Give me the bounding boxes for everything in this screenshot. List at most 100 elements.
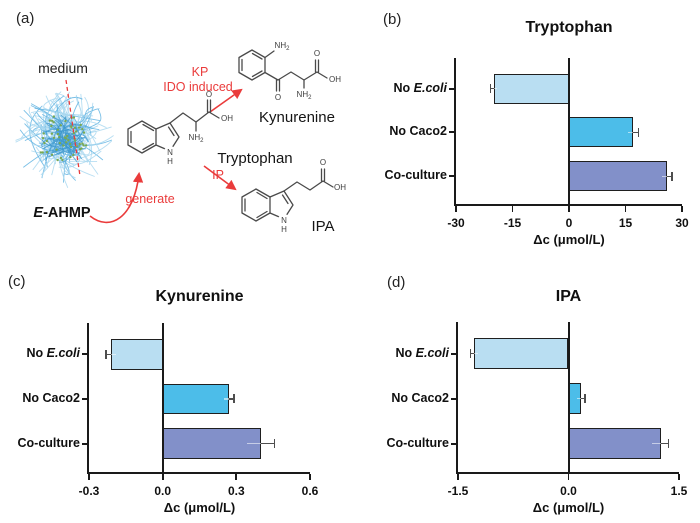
- x-axis-label: Δc (μmol/L): [533, 232, 605, 247]
- ipa-chart: IPA No E.coli No Caco2 Co-culture -1.5 0.0 1.…: [350, 260, 700, 523]
- panel-a-label: (a): [16, 10, 35, 27]
- error-bar: [470, 352, 475, 355]
- category-label: Co-culture: [384, 168, 448, 183]
- x-tick: [455, 206, 457, 212]
- x-tick-label: -1.5: [447, 484, 469, 498]
- x-tick: [567, 474, 570, 480]
- ip-arrow: [203, 165, 237, 191]
- y-tick: [82, 353, 87, 356]
- y-tick: [451, 442, 456, 445]
- error-bar: [660, 442, 669, 445]
- y-tick: [82, 397, 87, 400]
- x-tick-label: 1.5: [670, 484, 688, 498]
- kyn-o2-label: O: [314, 49, 320, 58]
- zero-axis-line: [568, 58, 570, 204]
- category-label: Co-culture: [17, 435, 81, 450]
- x-tick-label: -30: [447, 216, 465, 230]
- kyn-o-label: O: [275, 93, 281, 102]
- error-bar-inner: [224, 398, 229, 400]
- kyn-nh2-top-label: NH2: [275, 41, 291, 52]
- bar-3: [162, 428, 261, 459]
- ipa-plot-area: No E.coli No Caco2 Co-culture -1.5 0.0 1.5: [387, 322, 687, 498]
- medium-pointer-line: [65, 79, 81, 177]
- x-tick-label: -0.3: [78, 484, 100, 498]
- x-tick: [88, 474, 90, 480]
- x-tick-label: 15: [618, 216, 633, 230]
- category-label: No E.coli: [26, 346, 80, 361]
- panel-d-label: (d): [387, 274, 406, 291]
- x-tick-label: 0.0: [560, 484, 577, 498]
- ipa-oh-label: OH: [334, 183, 346, 192]
- tryptophan-chart: Tryptophan No E.coli No Caco2 Co-culture -3…: [350, 0, 700, 260]
- y-tick: [449, 131, 454, 134]
- ipa-name: IPA: [311, 218, 334, 235]
- error-bar-inner: [111, 353, 116, 356]
- error-bar-cap: [583, 394, 586, 403]
- kynurenine-name: Kynurenine: [259, 109, 335, 126]
- error-bar: [581, 397, 585, 400]
- x-tick-label: 0: [565, 216, 573, 230]
- fiber-microsphere-illustration: [15, 91, 114, 188]
- ipa-n-label: N: [281, 216, 287, 225]
- kynurenine-plot-area: No E.coli No Caco2 Co-culture -0.3 0.0 0.3 0.6: [18, 323, 318, 498]
- kynurenine-structure: NH2 O NH2 O OH: [238, 41, 341, 102]
- ipa-structure: N H O OH: [241, 158, 346, 234]
- ipa-h-label: H: [281, 225, 287, 234]
- error-bar-cap: [671, 171, 673, 181]
- generate-label: generate: [125, 192, 174, 206]
- trp-o-label: O: [206, 90, 212, 99]
- y-axis-spine: [456, 322, 458, 474]
- error-bar-inner: [627, 131, 634, 134]
- category-label: Co-culture: [386, 435, 450, 450]
- error-bar-cap: [233, 394, 235, 404]
- category-label: No Caco2: [391, 390, 449, 405]
- tryptophan-plot-area: No E.coli No Caco2 Co-culture -30 -15 0 15 30: [385, 58, 689, 230]
- x-axis-label: Δc (μmol/L): [163, 500, 236, 515]
- y-axis-spine: [454, 58, 456, 206]
- x-axis-label: Δc (μmol/L): [532, 500, 605, 515]
- error-bar: [666, 175, 673, 177]
- tryptophan-name: Tryptophan: [217, 150, 292, 167]
- error-bar: [106, 353, 112, 356]
- y-tick: [449, 175, 454, 178]
- error-bar-inner: [474, 352, 478, 355]
- category-label: No Caco2: [389, 124, 447, 139]
- panel-b: (b) Tryptophan No E.coli No Caco2 Co-cultu…: [350, 0, 700, 260]
- error-bar-cap: [273, 439, 276, 449]
- trp-nh2-label: NH2: [189, 133, 205, 144]
- bar-1: [111, 339, 163, 370]
- generate-arrow: [89, 171, 144, 224]
- x-tick: [624, 206, 627, 212]
- error-bar-cap: [489, 84, 492, 94]
- panel-a: (a): [0, 0, 350, 260]
- x-tick: [457, 474, 459, 480]
- panel-c-label: (c): [8, 273, 26, 290]
- category-label: No E.coli: [393, 80, 447, 95]
- kp-label: KP: [192, 65, 209, 79]
- x-tick-label: 0.6: [301, 484, 319, 498]
- error-bar: [228, 398, 234, 400]
- y-tick: [451, 397, 456, 400]
- x-tick: [511, 206, 514, 212]
- medium-label: medium: [38, 60, 88, 76]
- ipa-o-label: O: [320, 158, 326, 167]
- x-tick: [568, 206, 570, 212]
- bar-2: [569, 117, 634, 148]
- trp-n-label: N: [167, 148, 173, 157]
- panel-b-label: (b): [383, 11, 402, 28]
- error-bar-inner: [493, 87, 497, 90]
- bar-1: [493, 73, 569, 104]
- category-label: No E.coli: [395, 345, 449, 360]
- e-ahmp-label: E-AHMP: [33, 205, 91, 221]
- kynurenine-chart: Kynurenine No E.coli No Caco2 Co-culture -0…: [0, 260, 350, 523]
- kyn-oh-label: OH: [329, 75, 341, 84]
- trp-oh-label: OH: [221, 114, 233, 123]
- chart-title: IPA: [555, 288, 582, 305]
- x-tick: [681, 206, 683, 212]
- ip-label: IP: [212, 168, 224, 182]
- trp-h-label: H: [167, 157, 173, 166]
- error-bar-cap: [469, 349, 472, 358]
- x-tick-label: 0.0: [154, 484, 171, 498]
- y-tick: [449, 87, 454, 90]
- panel-d: (d) IPA No E.coli No Caco2 Co-culture -1.5 0…: [350, 260, 700, 523]
